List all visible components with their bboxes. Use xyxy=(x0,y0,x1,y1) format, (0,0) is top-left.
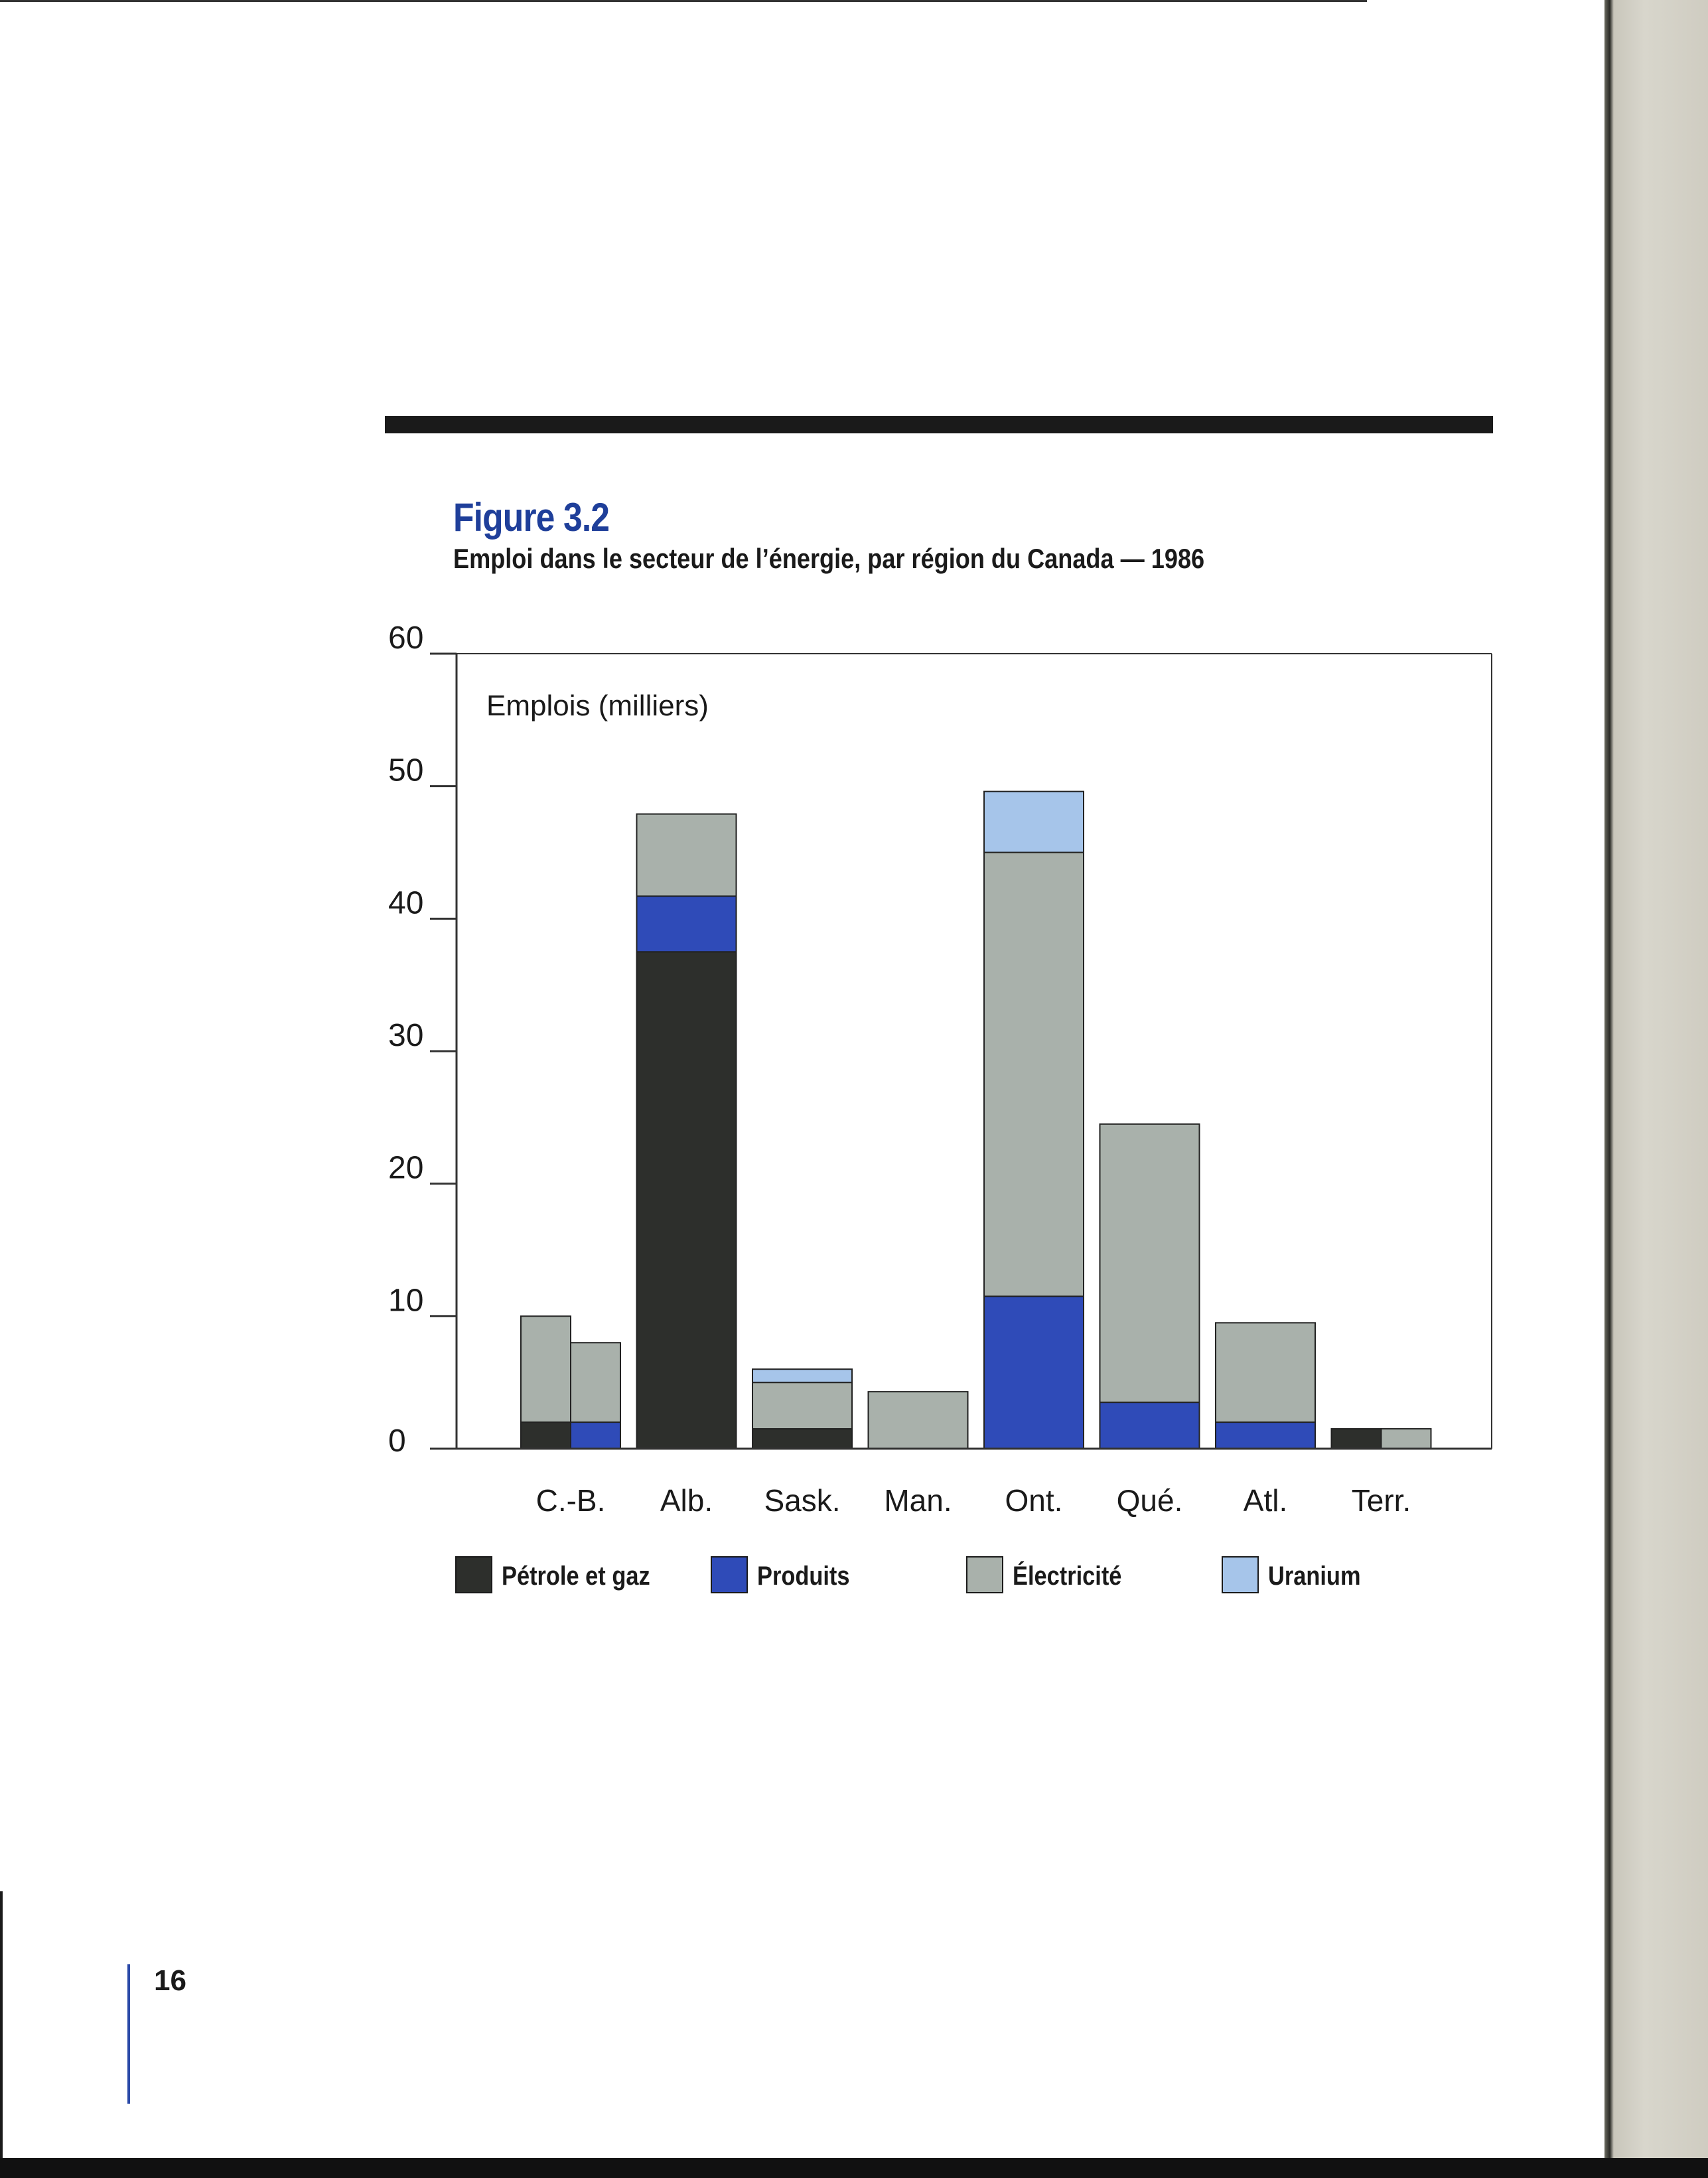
y-tick-label: 30 xyxy=(388,1018,423,1053)
legend-label: Produits xyxy=(757,1561,850,1591)
bar-group xyxy=(867,1391,969,1449)
figure-title: Emploi dans le secteur de l’énergie, par… xyxy=(453,543,1205,574)
y-tick-label: 60 xyxy=(388,620,423,656)
bar-segment xyxy=(752,1382,853,1430)
bar-segment xyxy=(752,1368,853,1384)
y-axis-label: Emplois (milliers) xyxy=(486,690,709,722)
bar-group xyxy=(1099,1123,1200,1450)
x-axis-labels: C.-B. Alb. Sask. Man. Ont. Qué. Atl. Terr. xyxy=(536,1483,1411,1518)
legend-swatch xyxy=(966,1556,1003,1593)
legend-swatch xyxy=(1222,1556,1259,1593)
bar-segment xyxy=(570,1421,621,1449)
legend-swatch xyxy=(455,1556,492,1593)
bar-segment xyxy=(1330,1428,1382,1450)
bar-chart: 0 10 20 30 40 50 60 Emplois (milliers) C.-B. Al… xyxy=(388,620,1492,1518)
x-tick-label: Qué. xyxy=(1117,1483,1183,1518)
bar-segment xyxy=(752,1428,853,1450)
bars xyxy=(520,790,1432,1450)
bar-segment xyxy=(983,851,1084,1297)
y-tick-label: 40 xyxy=(388,885,423,920)
bar-group xyxy=(636,813,737,1449)
bar-group xyxy=(520,1315,621,1449)
legend-label: Pétrole et gaz xyxy=(502,1561,650,1591)
bar-group xyxy=(983,790,1084,1449)
header-rule xyxy=(385,416,1493,433)
bar-group xyxy=(1215,1322,1316,1449)
bar-group xyxy=(1330,1428,1432,1450)
bar-segment xyxy=(520,1421,571,1449)
bar-segment xyxy=(983,1295,1084,1449)
x-tick-label: C.-B. xyxy=(536,1483,606,1518)
page-number-rule xyxy=(127,1964,130,2104)
legend-label: Électricité xyxy=(1013,1561,1122,1591)
bar-group xyxy=(752,1368,853,1450)
legend: Pétrole et gaz Produits Électricité Uranium xyxy=(455,1555,1451,1595)
x-tick-label: Alb. xyxy=(660,1483,713,1518)
plot-frame xyxy=(430,653,1492,1450)
scan-bottom-edge xyxy=(0,2158,1708,2178)
x-tick-label: Ont. xyxy=(1005,1483,1063,1518)
x-tick-label: Sask. xyxy=(764,1483,840,1518)
bar-segment xyxy=(867,1391,969,1449)
y-axis-ticks: 0 10 20 30 40 50 60 xyxy=(388,620,457,1459)
legend-label: Uranium xyxy=(1268,1561,1361,1591)
y-tick-label: 50 xyxy=(388,753,423,788)
x-tick-label: Terr. xyxy=(1352,1483,1411,1518)
x-tick-label: Man. xyxy=(884,1483,952,1518)
y-tick-label: 20 xyxy=(388,1151,423,1186)
x-tick-label: Atl. xyxy=(1244,1483,1287,1518)
legend-swatch xyxy=(711,1556,748,1593)
y-tick-label: 10 xyxy=(388,1283,423,1318)
bar-segment xyxy=(636,951,737,1449)
bar-segment xyxy=(520,1315,571,1423)
bar-segment xyxy=(1099,1123,1200,1404)
bar-segment xyxy=(636,895,737,953)
bar-segment xyxy=(1099,1402,1200,1450)
bar-segment xyxy=(570,1342,621,1423)
scan-top-line xyxy=(0,0,1367,2)
bar-segment xyxy=(1380,1428,1432,1450)
scan-right-edge xyxy=(1604,0,1708,2178)
bar-segment xyxy=(983,790,1084,853)
figure-label: Figure 3.2 xyxy=(453,495,610,540)
bar-segment xyxy=(636,813,737,897)
bar-segment xyxy=(1215,1421,1316,1449)
scan-left-edge xyxy=(0,1891,3,2178)
page-number: 16 xyxy=(154,1964,186,1997)
y-tick-label: 0 xyxy=(388,1423,406,1459)
bar-segment xyxy=(1215,1322,1316,1423)
